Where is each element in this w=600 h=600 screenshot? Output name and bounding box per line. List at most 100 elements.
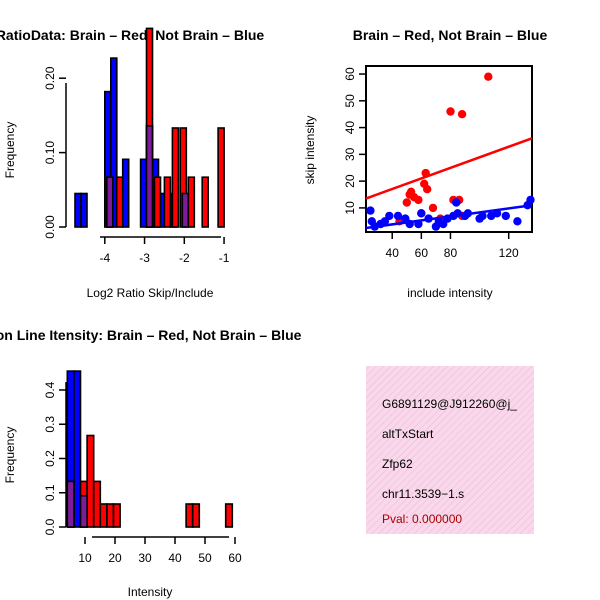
scatter-y-tick-label: 20 (343, 174, 357, 188)
ratio-hist-bar-overlap (145, 125, 154, 228)
intensity-hist-y-label: Frequency (3, 427, 17, 484)
info-gene-name: Zfp62 (382, 457, 413, 471)
scatter-point-brain (484, 72, 493, 81)
scatter-point-not-brain (492, 209, 502, 218)
scatter-y-label: skip intensity (303, 116, 317, 185)
scatter-point-not-brain (393, 211, 403, 221)
scatter-marks: 40 60 80 120 10 20 30 40 50 60 (343, 67, 535, 260)
scatter-x-tick-label: 40 (386, 246, 400, 260)
info-probe-id: G6891129@J912260@j_ (382, 397, 517, 411)
ratio-hist-y-tick-label: 0.20 (43, 66, 57, 90)
intensity-hist-x-tick-label: 20 (108, 551, 122, 565)
scatter-y-tick-label: 30 (343, 147, 357, 161)
scatter-point-brain (423, 185, 432, 194)
intensity-hist-bar-brain (224, 503, 234, 528)
scatter-point-not-brain (452, 198, 461, 207)
ratio-hist-x-tick-label: -1 (219, 251, 230, 265)
scatter-point-not-brain (526, 195, 535, 205)
intensity-hist-y-tick-label: 0.2 (43, 450, 57, 467)
ratio-hist-bar-brain (217, 127, 225, 228)
ratio-hist-y-tick-label: 0.10 (43, 141, 57, 165)
info-pval: Pval: 0.000000 (382, 512, 462, 526)
intensity-hist-bar-brain (99, 503, 108, 528)
ratio-hist-bar-overlap (181, 192, 190, 228)
scatter-y-tick-label: 50 (343, 94, 357, 108)
ratio-hist-bars (74, 27, 225, 228)
ratio-hist-x-label: Log2 Ratio Skip/Include (87, 286, 214, 300)
intensity-hist-x-tick-label: 40 (168, 551, 182, 565)
scatter-point-not-brain (453, 209, 462, 218)
scatter-point-brain (457, 110, 467, 119)
ratio-hist-bar-not-brain (121, 158, 130, 228)
ratio-hist-bar-overlap (106, 176, 114, 228)
intensity-hist-bar-brain (112, 503, 121, 528)
info-event-type: altTxStart (382, 427, 434, 441)
ratio-hist-x-tick-label: -2 (179, 251, 190, 265)
intensity-hist-x-tick-label: 30 (138, 551, 152, 565)
ratio-hist-bar-not-brain (110, 57, 118, 228)
scatter-point-not-brain (501, 211, 510, 221)
intensity-hist-bar-overlap (66, 480, 75, 528)
ratio-hist-x-tick-label: -3 (139, 251, 150, 265)
scatter-point-not-brain (414, 219, 423, 229)
scatter-point-brain (446, 107, 455, 116)
intensity-hist-bar-brain (191, 503, 201, 528)
ratio-hist-y-label: Frequency (3, 122, 17, 179)
scatter-point-not-brain (463, 209, 473, 218)
scatter-point-not-brain (424, 214, 433, 223)
intensity-hist-title: Exon Line Itensity: Brain – Red, Not Bra… (0, 327, 302, 343)
scatter-fit-line-brain (365, 137, 533, 200)
intensity-hist-bar-brain (86, 434, 95, 528)
intensity-hist-x-tick-label: 10 (78, 551, 92, 565)
ratio-hist-x-tick-label: -4 (99, 251, 110, 265)
scatter-panel: Brain – Red, Not Brain – Blue 40 60 80 120 1… (303, 27, 547, 300)
ratio-hist-title: RatioData: Brain – Red, Not Brain – Blue (0, 27, 264, 43)
scatter-point-brain (402, 198, 411, 207)
scatter-point-not-brain (405, 219, 414, 229)
ratio-hist-y-tick-label: 0.00 (43, 215, 57, 239)
ratio-hist-bar-not-brain (74, 192, 82, 228)
scatter-x-tick-label: 60 (415, 246, 429, 260)
ratio-histogram-panel: RatioData: Brain – Red, Not Brain – Blue… (0, 27, 264, 300)
info-box-hatching (366, 366, 534, 534)
info-location: chr11.3539−1.s (382, 487, 464, 501)
ratio-hist-bar-not-brain (80, 192, 88, 228)
ratio-hist-axes: 0.00 0.10 0.20 -4 -3 -2 -1 (43, 66, 230, 265)
scatter-y-tick-label: 40 (343, 121, 357, 135)
intensity-hist-y-tick-label: 0.1 (43, 484, 57, 501)
scatter-point-brain (421, 168, 430, 178)
intensity-hist-axes: 0.0 0.1 0.2 0.3 0.4 10 20 30 40 50 60 (43, 381, 242, 565)
scatter-point-not-brain (385, 211, 394, 221)
scatter-point-brain (414, 195, 423, 205)
scatter-point-brain (428, 203, 438, 213)
ratio-hist-bar-brain (171, 127, 180, 228)
intensity-hist-bar-brain (92, 480, 102, 528)
intensity-hist-y-tick-label: 0.0 (43, 518, 57, 535)
scatter-plot-frame (365, 65, 533, 233)
scatter-x-tick-label: 120 (499, 246, 519, 260)
scatter-x-label: include intensity (407, 286, 492, 300)
intensity-hist-bars (66, 370, 234, 528)
intensity-hist-bar-not-brain (73, 370, 82, 528)
intensity-hist-x-tick-label: 50 (198, 551, 212, 565)
scatter-x-tick-label: 80 (444, 246, 458, 260)
intensity-histogram-panel: Exon Line Itensity: Brain – Red, Not Bra… (0, 327, 302, 599)
ratio-hist-bar-brain (153, 176, 162, 228)
intensity-hist-y-tick-label: 0.4 (43, 381, 57, 398)
intensity-hist-x-label: Intensity (128, 585, 173, 599)
ratio-hist-bar-brain (163, 176, 172, 228)
scatter-point-not-brain (417, 209, 426, 218)
ratio-hist-bar-brain (187, 176, 196, 228)
scatter-point-not-brain (478, 211, 487, 221)
ratio-hist-bar-brain (115, 176, 124, 228)
scatter-y-tick-label: 10 (343, 201, 357, 215)
scatter-point-not-brain (513, 217, 522, 226)
scatter-y-tick-label: 60 (343, 67, 357, 81)
intensity-hist-bar-brain (106, 503, 115, 528)
intensity-hist-y-tick-label: 0.3 (43, 416, 57, 433)
scatter-title: Brain – Red, Not Brain – Blue (353, 27, 548, 43)
intensity-hist-x-tick-label: 60 (228, 551, 242, 565)
intensity-hist-bar-overlap (79, 494, 88, 528)
intensity-hist-bar-brain (185, 503, 194, 528)
